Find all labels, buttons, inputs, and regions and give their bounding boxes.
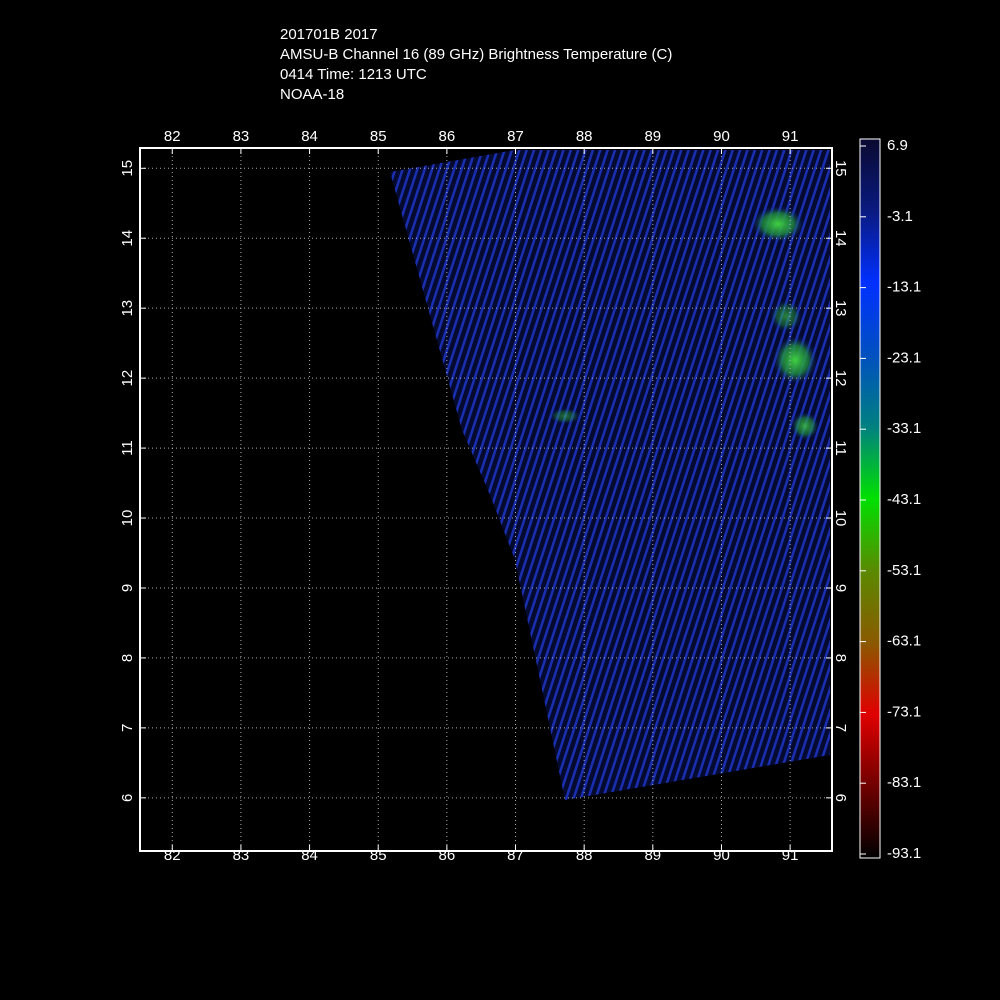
x-tick-label: 89	[644, 847, 661, 864]
data-swath	[390, 150, 830, 800]
y-tick-label: 7	[832, 724, 849, 732]
y-tick-label: 10	[832, 510, 849, 527]
title-line: NOAA-18	[280, 86, 344, 103]
x-tick-label: 86	[439, 128, 456, 145]
y-tick-label: 9	[119, 584, 136, 592]
y-tick-label: 15	[119, 160, 136, 177]
y-tick-label: 12	[119, 370, 136, 387]
cloud-cell	[752, 206, 804, 242]
colorbar-label: -53.1	[887, 562, 921, 579]
title-line: 0414 Time: 1213 UTC	[280, 66, 427, 83]
colorbar-label: -83.1	[887, 774, 921, 791]
cloud-cell	[791, 412, 819, 440]
y-tick-label: 9	[832, 584, 849, 592]
y-tick-label: 13	[119, 300, 136, 317]
map-frame	[139, 147, 833, 852]
colorbar-frame	[859, 138, 881, 859]
x-tick-label: 83	[233, 847, 250, 864]
x-tick-label: 84	[301, 128, 318, 145]
colorbar-label: -23.1	[887, 349, 921, 366]
x-tick-label: 87	[507, 128, 524, 145]
colorbar-label: 6.9	[887, 137, 908, 154]
y-tick-label: 7	[119, 724, 136, 732]
colorbar-label: -93.1	[887, 845, 921, 862]
title-line: AMSU-B Channel 16 (89 GHz) Brightness Te…	[280, 46, 672, 63]
x-tick-label: 91	[782, 128, 799, 145]
x-tick-label: 88	[576, 128, 593, 145]
y-tick-label: 6	[832, 794, 849, 802]
x-tick-label: 89	[644, 128, 661, 145]
colorbar-label: -3.1	[887, 208, 913, 225]
y-tick-label: 13	[832, 300, 849, 317]
y-tick-label: 6	[119, 794, 136, 802]
y-tick-label: 11	[119, 440, 136, 456]
colorbar-label: -63.1	[887, 633, 921, 650]
title-line: 201701B 2017	[280, 26, 378, 43]
colorbar-label: -73.1	[887, 703, 921, 720]
colorbar-label: -33.1	[887, 420, 921, 437]
colorbar-label: -43.1	[887, 491, 921, 508]
x-tick-label: 90	[713, 128, 730, 145]
y-tick-label: 8	[119, 654, 136, 662]
cloud-cell	[773, 336, 817, 384]
y-tick-label: 14	[832, 230, 849, 247]
x-tick-label: 82	[164, 128, 181, 145]
y-tick-label: 8	[832, 654, 849, 662]
y-tick-label: 12	[832, 370, 849, 387]
x-tick-label: 87	[507, 847, 524, 864]
cloud-cell	[549, 408, 581, 424]
x-tick-label: 85	[370, 128, 387, 145]
x-tick-label: 85	[370, 847, 387, 864]
x-tick-label: 82	[164, 847, 181, 864]
colorbar-label: -13.1	[887, 279, 921, 296]
y-tick-label: 11	[832, 440, 849, 456]
x-tick-label: 84	[301, 847, 318, 864]
x-tick-label: 91	[782, 847, 799, 864]
y-tick-label: 15	[832, 160, 849, 177]
y-tick-label: 14	[119, 230, 136, 247]
x-tick-label: 83	[233, 128, 250, 145]
x-tick-label: 90	[713, 847, 730, 864]
y-tick-label: 10	[119, 510, 136, 527]
x-tick-label: 88	[576, 847, 593, 864]
cloud-cell	[770, 300, 802, 332]
x-tick-label: 86	[439, 847, 456, 864]
